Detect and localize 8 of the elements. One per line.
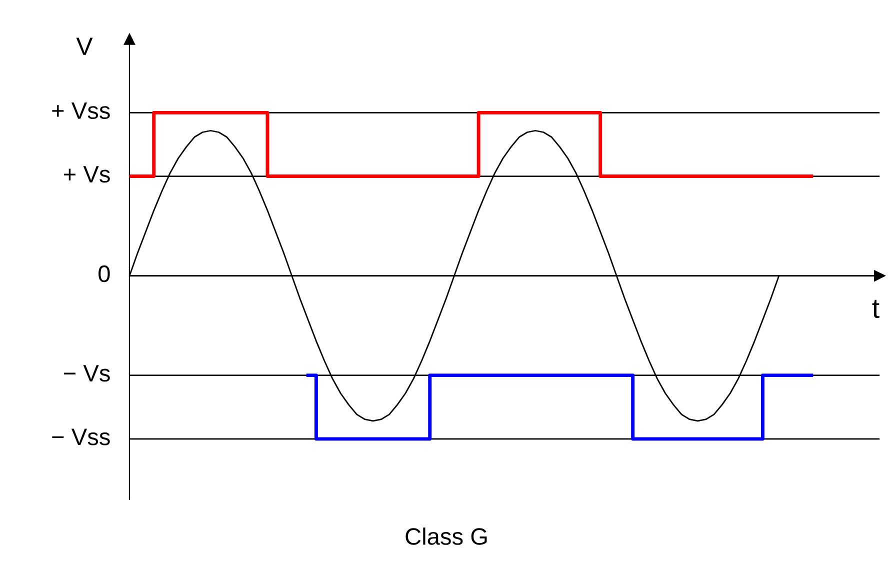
x-axis-title: t [872,300,880,318]
ref-line-label: + Vss [52,102,110,120]
ref-line-label: − Vs [64,365,110,382]
text: Class G [406,528,487,545]
ref-line-label: 0 [98,265,110,282]
y-axis-title: V [76,38,93,55]
ref-line-label: − Vss [52,428,110,446]
ref-line-label: + Vs [64,166,110,183]
